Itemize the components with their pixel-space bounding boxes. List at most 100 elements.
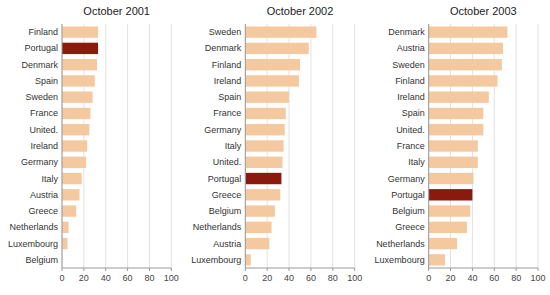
bar: [62, 238, 67, 249]
category-label: Italy: [41, 174, 58, 184]
category-label: France: [213, 108, 241, 118]
category-label: Sweden: [209, 27, 242, 37]
grid-line: [127, 24, 128, 268]
bar: [245, 254, 250, 265]
bar: [429, 173, 474, 184]
category-label: France: [30, 108, 58, 118]
bar: [62, 189, 79, 200]
category-label: Belgium: [392, 206, 425, 216]
bar: [429, 26, 508, 37]
category-label: Spain: [218, 92, 241, 102]
tick-label: 80: [144, 273, 154, 283]
grid-line: [149, 24, 150, 268]
bar: [62, 108, 90, 119]
category-label: Luxembourg: [375, 255, 425, 265]
tick-label: 40: [467, 273, 477, 283]
bar: [245, 92, 289, 103]
bar: [429, 189, 473, 200]
bar: [245, 59, 300, 70]
bar: [62, 59, 97, 70]
tick-label: 20: [262, 273, 272, 283]
bar: [245, 108, 285, 119]
bar: [62, 43, 98, 54]
axis-line: [428, 24, 429, 268]
title: October 2003: [450, 5, 517, 17]
bar: [429, 238, 457, 249]
bar: [245, 222, 271, 233]
category-label: Greece: [28, 206, 58, 216]
bar: [429, 92, 489, 103]
category-label: Netherlands: [9, 222, 58, 232]
bar: [245, 189, 280, 200]
tick-label: 80: [328, 273, 338, 283]
grid-line: [516, 24, 517, 268]
category-label: Denmark: [388, 27, 425, 37]
bar: [62, 75, 95, 86]
bar: [245, 238, 269, 249]
category-label: Belgium: [209, 206, 242, 216]
bars: [245, 26, 316, 265]
bar: [429, 205, 471, 216]
category-label: Austria: [30, 190, 58, 200]
bars: [429, 26, 508, 265]
bar: [62, 205, 76, 216]
grid-line: [310, 24, 311, 268]
category-label: Portugal: [208, 174, 242, 184]
category-label: Greece: [395, 222, 425, 232]
grid-line: [245, 24, 246, 268]
bar: [245, 124, 284, 135]
category-label: Ireland: [397, 92, 425, 102]
category-label: Portugal: [391, 190, 425, 200]
category-label: Netherlands: [376, 239, 425, 249]
bar: [429, 222, 467, 233]
panel: October 2002020406080100SwedenDenmarkFin…: [191, 5, 362, 283]
tick-label: 80: [511, 273, 521, 283]
category-label: Italy: [408, 157, 425, 167]
bar: [429, 43, 503, 54]
category-label: Denmark: [205, 43, 242, 53]
grid-line: [428, 24, 429, 268]
category-label: Portugal: [24, 43, 58, 53]
category-label: Spain: [402, 108, 425, 118]
category-label: United.: [396, 125, 425, 135]
bar: [429, 124, 484, 135]
bar: [245, 26, 316, 37]
category-label: Netherlands: [193, 222, 242, 232]
bar: [62, 140, 87, 151]
tick-label: 0: [426, 273, 431, 283]
category-label: France: [397, 141, 425, 151]
tick-label: 100: [164, 273, 179, 283]
category-label: Austria: [397, 43, 425, 53]
bar: [62, 173, 82, 184]
category-label: Ireland: [214, 76, 242, 86]
grid-line: [171, 24, 172, 268]
tick-label: 100: [347, 273, 362, 283]
panel: October 2003020406080100DenmarkAustriaSw…: [375, 5, 546, 283]
tick-label: 40: [101, 273, 111, 283]
panel: October 2001020406080100FinlandPortugalD…: [8, 5, 179, 283]
category-label: United.: [213, 157, 242, 167]
category-label: Sweden: [25, 92, 58, 102]
bar: [62, 157, 86, 168]
tick-label: 60: [489, 273, 499, 283]
bar: [245, 205, 275, 216]
axis-line: [245, 24, 246, 268]
axis-line: [245, 268, 354, 269]
bar: [245, 173, 281, 184]
tick-label: 0: [59, 273, 64, 283]
grid-line: [332, 24, 333, 268]
bar: [62, 124, 89, 135]
category-label: Sweden: [392, 60, 425, 70]
bar: [429, 254, 445, 265]
category-label: Italy: [225, 141, 242, 151]
axis-line: [429, 268, 538, 269]
category-label: Finland: [395, 76, 425, 86]
tick-label: 20: [79, 273, 89, 283]
bar: [62, 92, 93, 103]
tick-label: 20: [446, 273, 456, 283]
bar: [245, 140, 283, 151]
bar: [245, 43, 308, 54]
category-label: Germany: [388, 174, 426, 184]
category-label: Finland: [28, 27, 58, 37]
chart: October 2001020406080100FinlandPortugalD…: [0, 0, 550, 295]
